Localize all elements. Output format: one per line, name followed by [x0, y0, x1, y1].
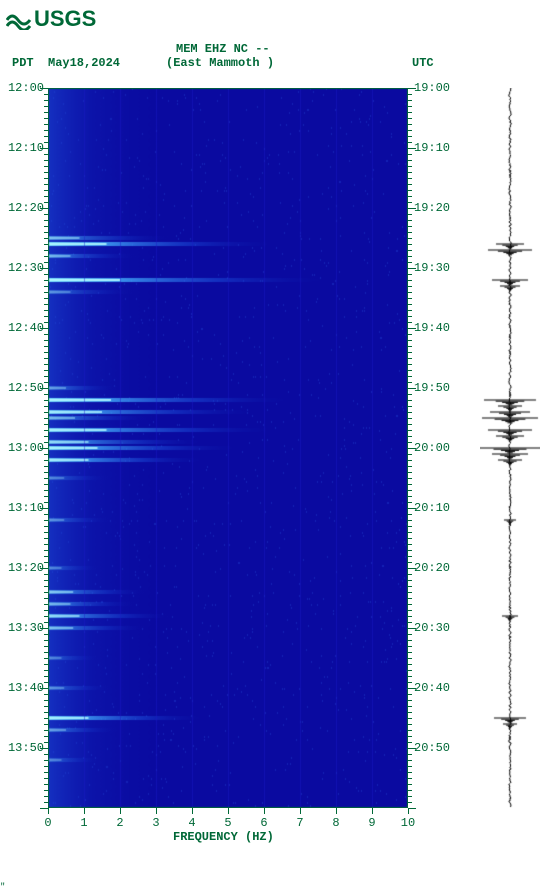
header-date: May18,2024 — [48, 56, 120, 70]
x-axis-label: FREQUENCY (HZ) — [173, 830, 274, 844]
ytick-left: 12:50 — [0, 381, 44, 395]
ytick-right: 19:50 — [414, 381, 450, 395]
xtick: 3 — [148, 816, 164, 830]
ytick-left: 12:00 — [0, 81, 44, 95]
xtick: 5 — [220, 816, 236, 830]
usgs-logo: USGS — [6, 4, 104, 30]
footnote: " — [0, 882, 5, 892]
ytick-left: 13:30 — [0, 621, 44, 635]
ytick-right: 20:10 — [414, 501, 450, 515]
ytick-right: 20:50 — [414, 741, 450, 755]
ytick-left: 13:40 — [0, 681, 44, 695]
header-station-1: MEM EHZ NC -- — [176, 42, 270, 56]
ytick-left: 13:10 — [0, 501, 44, 515]
xtick: 4 — [184, 816, 200, 830]
ytick-left: 12:10 — [0, 141, 44, 155]
header-right-tz: UTC — [412, 56, 434, 70]
svg-text:USGS: USGS — [34, 6, 96, 30]
xtick: 0 — [40, 816, 56, 830]
ytick-left: 13:20 — [0, 561, 44, 575]
ytick-left: 12:20 — [0, 201, 44, 215]
ytick-right: 20:00 — [414, 441, 450, 455]
ytick-right: 19:20 — [414, 201, 450, 215]
xtick: 7 — [292, 816, 308, 830]
xtick: 2 — [112, 816, 128, 830]
ytick-left: 12:40 — [0, 321, 44, 335]
ytick-right: 20:40 — [414, 681, 450, 695]
spectrogram-plot — [48, 88, 408, 808]
ytick-left: 12:30 — [0, 261, 44, 275]
xtick: 6 — [256, 816, 272, 830]
xtick: 10 — [400, 816, 416, 830]
xtick: 1 — [76, 816, 92, 830]
ytick-right: 19:30 — [414, 261, 450, 275]
ytick-right: 20:30 — [414, 621, 450, 635]
ytick-right: 19:00 — [414, 81, 450, 95]
ytick-right: 20:20 — [414, 561, 450, 575]
xtick: 9 — [364, 816, 380, 830]
ytick-right: 19:40 — [414, 321, 450, 335]
header-station-2: (East Mammoth ) — [166, 56, 274, 70]
ytick-left: 13:00 — [0, 441, 44, 455]
xtick: 8 — [328, 816, 344, 830]
waveform-strip — [480, 88, 540, 808]
ytick-right: 19:10 — [414, 141, 450, 155]
header-left-tz: PDT — [12, 56, 34, 70]
ytick-left: 13:50 — [0, 741, 44, 755]
